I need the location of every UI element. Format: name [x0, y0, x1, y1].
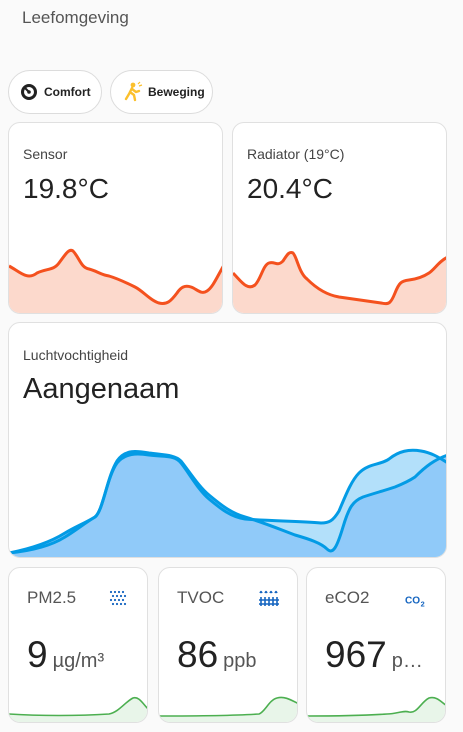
radiator-icon: [257, 588, 279, 610]
radiator-history-graph: [233, 251, 446, 313]
eco2-unit: p…: [391, 650, 423, 672]
pm25-reading: 9 µg/m³: [27, 634, 104, 676]
comfort-chip-label: Comfort: [44, 85, 91, 99]
sensor-temperature-card[interactable]: Sensor 19.8°C: [8, 122, 223, 314]
beweging-chip-label: Beweging: [148, 85, 205, 99]
walking-person-icon: [121, 81, 143, 103]
page-title: Leefomgeving: [22, 8, 129, 27]
radiator-temperature-card[interactable]: Radiator (19°C) 20.4°C: [232, 122, 447, 314]
tvoc-history-graph: [159, 696, 297, 722]
pm25-name: PM2.5: [27, 588, 77, 607]
humidity-history-graph: [9, 448, 446, 557]
dots-grid-icon: [107, 588, 129, 610]
pm25-unit: µg/m³: [52, 650, 105, 672]
beweging-chip[interactable]: Beweging: [110, 70, 213, 114]
tvoc-reading: 86 ppb: [177, 634, 257, 676]
svg-text:2: 2: [421, 599, 425, 608]
humidity-value: Aangenaam: [23, 373, 180, 405]
pm25-value: 9: [27, 634, 48, 675]
eco2-value: 967: [325, 634, 387, 675]
radiator-value: 20.4°C: [247, 173, 333, 204]
sensor-value: 19.8°C: [23, 173, 109, 204]
eco2-card[interactable]: eCO2 CO 2 967 p…: [306, 567, 446, 723]
eco2-reading: 967 p…: [325, 634, 423, 676]
eco2-history-graph: [307, 696, 445, 722]
sensor-name: Sensor: [23, 146, 68, 162]
tvoc-value: 86: [177, 634, 219, 675]
sensor-history-graph: [9, 248, 222, 313]
co2-icon: CO 2: [405, 588, 427, 610]
tvoc-name: TVOC: [177, 588, 225, 607]
comfort-chip[interactable]: Comfort: [8, 70, 102, 114]
radiator-name: Radiator (19°C): [247, 146, 345, 162]
eco2-name: eCO2: [325, 588, 370, 607]
pm25-card[interactable]: PM2.5 9 µg/m³: [8, 567, 148, 723]
pm25-history-graph: [9, 696, 147, 722]
tvoc-card[interactable]: TVOC 86 ppb: [158, 567, 298, 723]
humidity-card[interactable]: Luchtvochtigheid Aangenaam: [8, 322, 447, 558]
svg-text:CO: CO: [405, 596, 420, 607]
tvoc-unit: ppb: [223, 650, 257, 672]
humidity-name: Luchtvochtigheid: [23, 347, 129, 363]
gauge-icon: [19, 81, 39, 103]
